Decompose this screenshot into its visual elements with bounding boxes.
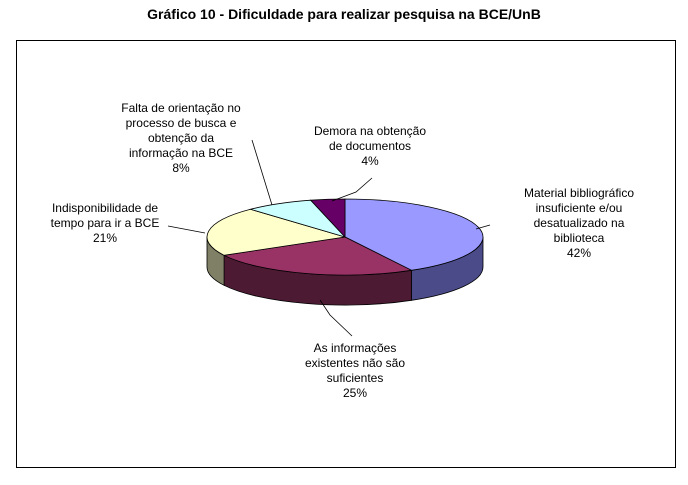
slice-demora	[309, 198, 346, 239]
slice-label-orientacao: Falta de orientação no processo de busca…	[121, 101, 241, 175]
slice-material	[344, 198, 484, 271]
leader-line-demora	[331, 177, 373, 202]
slice-label-informacoes: As informações existentes não são sufici…	[304, 341, 406, 400]
leader-line-informacoes	[319, 299, 353, 337]
slice-label-tempo: Indisponibilidade de tempo para ir a BCE…	[50, 201, 160, 245]
slice-label-demora: Demora na obtenção de documentos 4%	[313, 124, 427, 168]
chart-title: Gráfico 10 - Dificuldade para realizar p…	[147, 6, 541, 22]
plot-area-frame	[16, 40, 676, 468]
leader-line-orientacao	[251, 139, 273, 206]
slice-label-material: Material bibliográfico insuficiente e/ou…	[523, 186, 635, 260]
leader-line-material	[475, 224, 491, 230]
leader-line-tempo	[167, 225, 206, 234]
slice-tempo	[206, 208, 346, 256]
slice-informacoes	[222, 236, 413, 276]
